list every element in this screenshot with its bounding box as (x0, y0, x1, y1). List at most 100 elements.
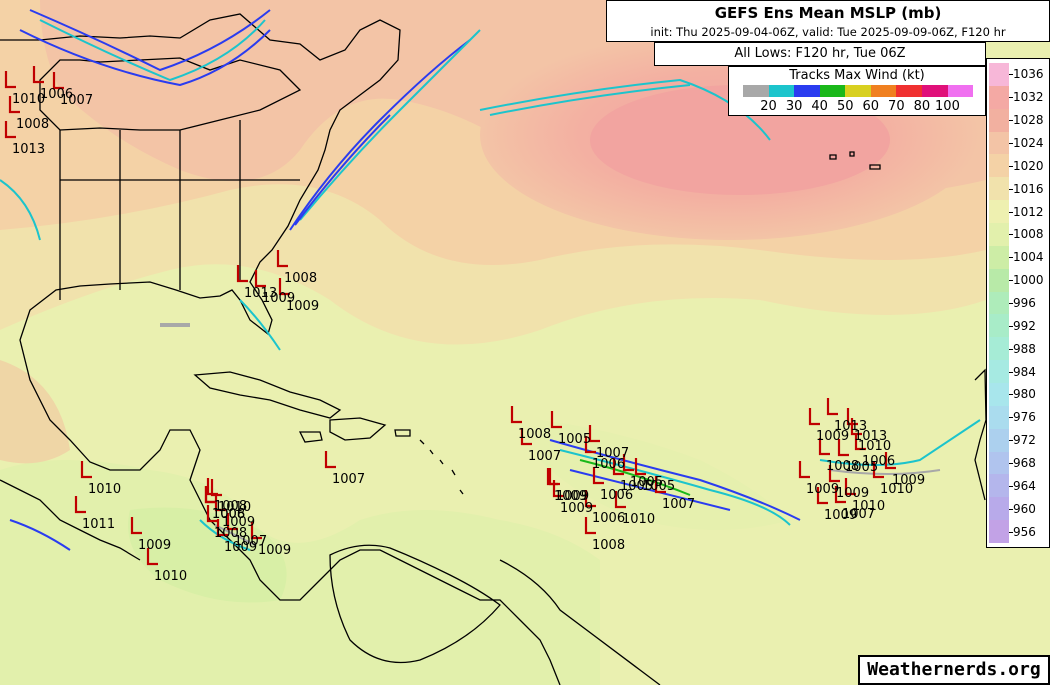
pressure-band-mdr (540, 420, 790, 530)
pressure-band-mexico (0, 360, 70, 464)
mslp-tick (1009, 417, 1013, 419)
wind-label: 100 (935, 99, 960, 114)
low-marker (584, 517, 596, 535)
low-marker (146, 548, 158, 566)
track-atlantic-3 (294, 114, 391, 226)
low-pressure-label: 1008 (518, 427, 551, 442)
mslp-label: 1020 (1013, 158, 1044, 173)
low-pressure-label: 1008 (826, 459, 859, 474)
low-pressure-label: 1009 (286, 299, 319, 314)
coast-cuba (193, 371, 342, 419)
low-marker (634, 458, 646, 476)
mslp-tick (1009, 120, 1013, 122)
track-mdr-4 (569, 469, 731, 511)
low-pressure-label: 1013 (12, 142, 45, 157)
low-marker (278, 278, 290, 296)
mslp-tick (1009, 211, 1013, 213)
low-pressure-label: 1006 (40, 87, 73, 102)
mslp-swatch (989, 337, 1009, 361)
low-pressure-label: 1008 (212, 507, 245, 522)
low-marker (592, 467, 604, 485)
mslp-label: 972 (1013, 433, 1036, 448)
mslp-label: 980 (1013, 387, 1036, 402)
mslp-label: 960 (1013, 501, 1036, 516)
track-atlantic-2 (299, 29, 481, 221)
low-marker (837, 439, 849, 457)
track-east-2 (829, 469, 941, 475)
track-north-1 (29, 9, 271, 72)
mslp-tick (1009, 348, 1013, 350)
low-pressure-label: 1009 (892, 473, 925, 488)
wind-label: 80 (913, 99, 931, 114)
low-pressure-label: 1009 (554, 489, 587, 504)
low-pressure-label: 1013 (854, 429, 887, 444)
mslp-label: 956 (1013, 524, 1036, 539)
wind-swatch-0 (743, 85, 769, 97)
low-pressure-label: 1009 (560, 501, 593, 516)
mslp-label: 1000 (1013, 273, 1044, 288)
mslp-swatch (989, 108, 1009, 133)
low-pressure-label: 1006 (592, 457, 625, 472)
mslp-tick (1009, 188, 1013, 190)
mslp-tick (1009, 371, 1013, 373)
low-marker (210, 479, 222, 497)
mslp-tick (1009, 440, 1013, 442)
low-pressure-label: 1007 (234, 534, 267, 549)
storm-tracks (0, 9, 981, 551)
low-marker (884, 452, 896, 470)
mslp-tick (1009, 485, 1013, 487)
mslp-swatch (989, 314, 1009, 338)
mslp-label: 1024 (1013, 136, 1044, 150)
mslp-label: 1032 (1013, 90, 1044, 105)
low-marker (226, 513, 238, 531)
wind-label: 30 (785, 99, 803, 114)
low-marker (844, 478, 856, 496)
wind-legend-swatches (743, 85, 974, 97)
mslp-label: 984 (1013, 364, 1036, 379)
low-marker (816, 487, 828, 505)
track-mdr-2 (559, 449, 791, 526)
mslp-swatch (989, 177, 1009, 201)
low-pressure-label: 1011 (82, 517, 115, 532)
low-marker (798, 461, 810, 479)
low-marker (818, 438, 830, 456)
low-marker (206, 505, 218, 523)
mslp-tick (1009, 165, 1013, 167)
low-pressure-label: 1009 (258, 543, 291, 558)
mslp-label: 968 (1013, 456, 1036, 470)
coast-puerto-rico (394, 429, 411, 437)
wind-swatch-3 (819, 85, 846, 97)
wind-label: 70 (888, 99, 905, 114)
coast-africa (974, 368, 987, 501)
track-central-2 (489, 84, 691, 116)
low-pressure-label: 1005 (845, 460, 878, 475)
mslp-colorbar (989, 63, 1009, 544)
low-marker (612, 458, 624, 476)
mslp-swatch (989, 223, 1009, 247)
mslp-tick (1009, 234, 1013, 236)
lows-label-box: All Lows: F120 hr, Tue 06Z (654, 42, 986, 66)
low-pressure-label: 1009 (836, 486, 869, 501)
low-marker (828, 465, 840, 483)
page-title: GEFS Ens Mean MSLP (mb) (714, 4, 942, 22)
low-pressure-label: 1010 (858, 439, 891, 454)
wind-label: 20 (760, 99, 777, 114)
wind-swatch-8 (947, 85, 974, 97)
mslp-label: 988 (1013, 341, 1036, 356)
track-caribbean-1 (199, 519, 251, 551)
low-pressure-label: 1006 (212, 507, 245, 522)
mslp-label: 996 (1013, 296, 1036, 310)
mslp-swatch (989, 428, 1009, 453)
mslp-label: 1004 (1013, 250, 1044, 265)
mslp-swatch (989, 405, 1009, 430)
mslp-swatch (989, 497, 1009, 521)
low-pressure-label: 1008 (592, 538, 625, 553)
low-marker (850, 418, 862, 436)
low-marker (552, 480, 564, 498)
low-marker (588, 425, 600, 443)
mslp-label: 1008 (1013, 227, 1044, 242)
low-pressure-label: 1006 (592, 511, 625, 526)
low-pressure-label: 1008 (16, 117, 49, 132)
coast-jamaica (298, 431, 323, 443)
low-marker (80, 461, 92, 479)
